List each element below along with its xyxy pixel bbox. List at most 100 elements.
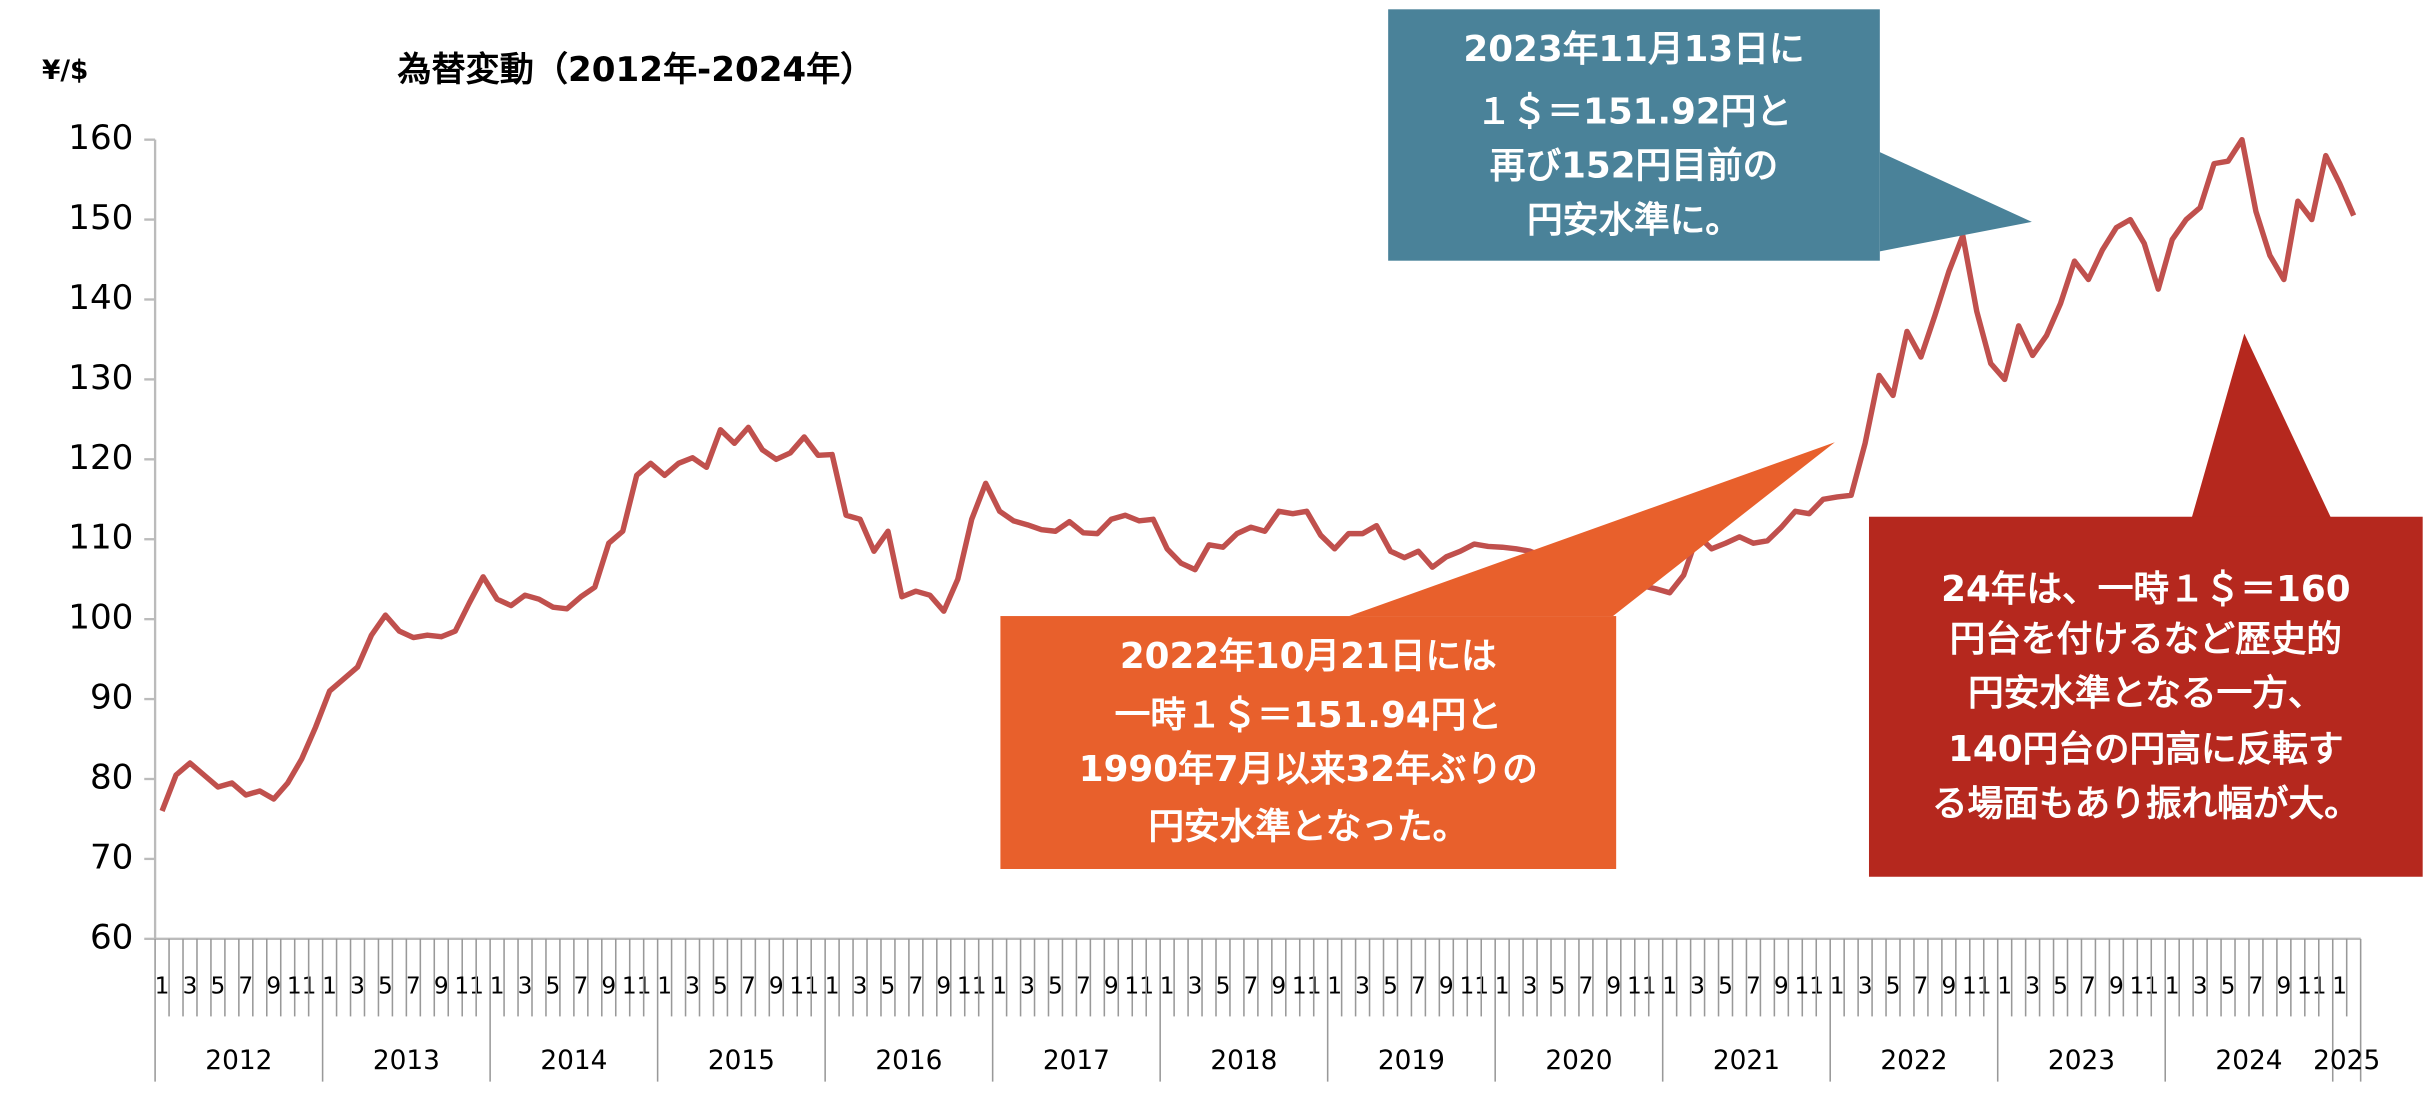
x-tick-label: 9 <box>1104 972 1119 999</box>
x-tick-label: 1 <box>490 972 505 999</box>
x-tick-label: 5 <box>1551 972 1566 999</box>
x-tick-label: 1 <box>155 972 170 999</box>
x-tick-label: 3 <box>518 972 533 999</box>
year-label: 2014 <box>540 1046 607 1076</box>
x-tick-label: 11 <box>1627 972 1657 999</box>
x-tick-label: 5 <box>1718 972 1733 999</box>
x-tick-label: 9 <box>601 972 616 999</box>
x-tick-label: 1 <box>657 972 672 999</box>
x-tick-label: 7 <box>1411 972 1426 999</box>
x-tick-label: 9 <box>769 972 784 999</box>
x-tick-label: 9 <box>434 972 449 999</box>
x-tick-label: 11 <box>622 972 652 999</box>
x-tick-label: 9 <box>936 972 951 999</box>
x-tick-label: 1 <box>322 972 337 999</box>
year-label: 2020 <box>1545 1046 1612 1076</box>
x-tick-label: 11 <box>2129 972 2159 999</box>
x-tick-label: 5 <box>546 972 561 999</box>
x-tick-label: 3 <box>350 972 365 999</box>
x-tick-label: 7 <box>238 972 253 999</box>
x-tick-label: 7 <box>1243 972 1258 999</box>
x-tick-label: 11 <box>287 972 317 999</box>
x-tick-label: 3 <box>1690 972 1705 999</box>
x-tick-label: 5 <box>1383 972 1398 999</box>
year-label: 2019 <box>1378 1046 1445 1076</box>
x-tick-label: 1 <box>1495 972 1510 999</box>
x-tick-label: 1 <box>2332 972 2347 999</box>
year-label: 2018 <box>1210 1046 1277 1076</box>
callout-text: 140円台の円高に反転す <box>1948 729 2343 770</box>
x-tick-label: 3 <box>2193 972 2208 999</box>
year-label: 2025 <box>2313 1046 2380 1076</box>
x-tick-label: 1 <box>1997 972 2012 999</box>
x-tick-label: 11 <box>1794 972 1824 999</box>
callout-text: 円安水準となる一方、 <box>1968 673 2324 714</box>
callout-box <box>1868 516 2423 877</box>
x-tick-label: 9 <box>1774 972 1789 999</box>
year-label: 2013 <box>373 1046 440 1076</box>
x-tick-label: 11 <box>454 972 484 999</box>
x-tick-label: 11 <box>789 972 819 999</box>
x-tick-label: 11 <box>2297 972 2327 999</box>
callout-pointer <box>2191 333 2332 519</box>
x-tick-label: 3 <box>1188 972 1203 999</box>
x-tick-label: 7 <box>406 972 421 999</box>
x-tick-label: 7 <box>1579 972 1594 999</box>
year-label: 2021 <box>1713 1046 1780 1076</box>
x-tick-label: 1 <box>992 972 1007 999</box>
x-tick-label: 7 <box>1076 972 1091 999</box>
callout-text: る場面もあり振れ幅が大。 <box>1932 783 2360 824</box>
y-tick-label: 110 <box>68 518 133 558</box>
y-tick-label: 140 <box>68 278 133 318</box>
y-axis-label: ¥/$ <box>42 56 88 86</box>
x-tick-label: 1 <box>1830 972 1845 999</box>
year-label: 2017 <box>1043 1046 1110 1076</box>
x-tick-label: 3 <box>183 972 198 999</box>
x-tick-label: 5 <box>2221 972 2236 999</box>
x-tick-label: 3 <box>1020 972 1035 999</box>
x-tick-label: 11 <box>1459 972 1489 999</box>
x-tick-label: 5 <box>1048 972 1063 999</box>
year-label: 2015 <box>708 1046 775 1076</box>
callout-pointer <box>1879 152 2032 252</box>
y-tick-label: 130 <box>68 358 133 398</box>
x-tick-label: 5 <box>881 972 896 999</box>
year-label: 2022 <box>1880 1046 1947 1076</box>
x-tick-label: 1 <box>1160 972 1175 999</box>
line <box>159 136 2357 812</box>
callout-text: 円安水準に。 <box>1527 200 1741 241</box>
y-tick-label: 150 <box>68 198 133 238</box>
x-tick-label: 9 <box>2276 972 2291 999</box>
callout-text: 再び152円目前の <box>1490 146 1778 187</box>
x-tick-label: 5 <box>211 972 226 999</box>
x-tick-label: 1 <box>2165 972 2180 999</box>
x-tick-label: 5 <box>1886 972 1901 999</box>
x-tick-label: 9 <box>1439 972 1454 999</box>
x-tick-label: 3 <box>853 972 868 999</box>
x-tick-label: 7 <box>1746 972 1761 999</box>
x-tick-label: 7 <box>2081 972 2096 999</box>
x-tick-label: 3 <box>685 972 700 999</box>
year-label: 2016 <box>875 1046 942 1076</box>
callout-text: 一時１＄＝151.94円と <box>1115 695 1502 736</box>
x-tick-label: 9 <box>1271 972 1286 999</box>
x-tick-label: 7 <box>573 972 588 999</box>
callout-text: １＄＝151.92円と <box>1476 91 1792 132</box>
y-tick-label: 90 <box>90 678 133 718</box>
y-tick-label: 100 <box>68 598 133 638</box>
x-tick-label: 7 <box>908 972 923 999</box>
x-tick-label: 1 <box>825 972 840 999</box>
y-tick-label: 120 <box>68 438 133 478</box>
callout-box <box>1388 9 1880 261</box>
year-label: 2023 <box>2048 1046 2115 1076</box>
x-tick-label: 11 <box>1962 972 1992 999</box>
x-tick-label: 7 <box>2249 972 2264 999</box>
callout-pointer <box>1349 442 1835 617</box>
x-tick-label: 7 <box>1914 972 1929 999</box>
callout-text: 2023年11月13日に <box>1463 29 1804 70</box>
chart-title: 為替変動（2012年-2024年） <box>397 50 874 90</box>
